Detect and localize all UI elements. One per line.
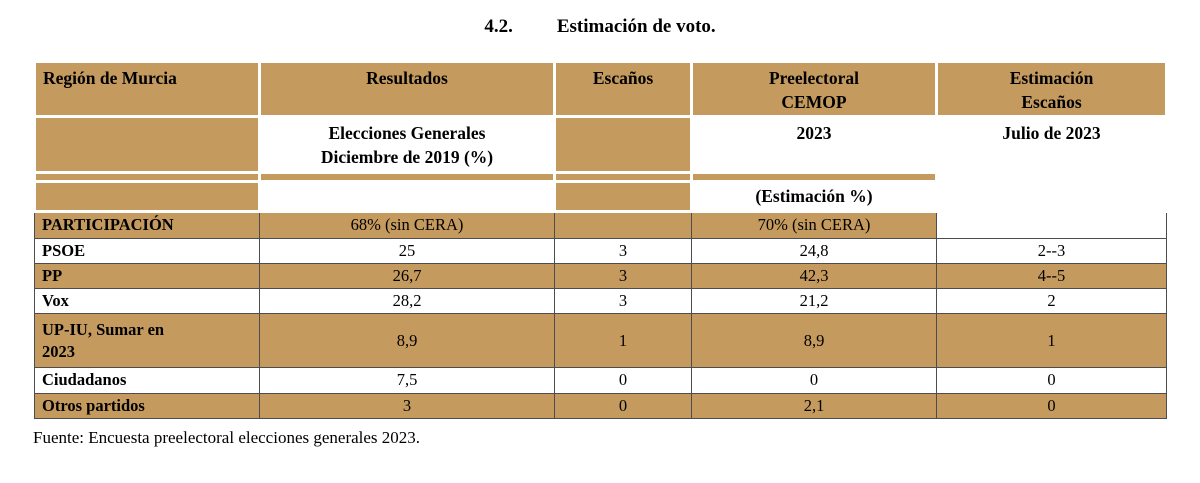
strip-cell: [258, 171, 556, 184]
party-label-cell: PP: [34, 262, 260, 290]
resultados-value-cell: 7,5: [259, 367, 555, 394]
resultados-value-cell: 28,2: [259, 288, 555, 315]
header-escanos-empty-cell: [553, 115, 693, 175]
estimacion-value-cell: 4--5: [936, 262, 1167, 290]
header-estimacion-escanos-cell: Estimación Escaños: [935, 59, 1168, 119]
strip-cell: [33, 171, 261, 184]
table-row: Vox 28,2 3 21,2 2: [34, 288, 1167, 315]
source-note: Fuente: Encuesta preelectoral elecciones…: [33, 427, 421, 447]
header-resultados-cell: Resultados: [258, 59, 556, 119]
estimacion-value-cell: [936, 211, 1167, 239]
escanos-value-cell: 0: [554, 392, 692, 419]
cemop-value-cell: 0: [691, 367, 937, 394]
resultados-value-cell: 8,9: [259, 313, 555, 369]
resultados-value-cell: 26,7: [259, 262, 555, 290]
header-region-empty-cell: [33, 115, 261, 175]
party-label-cell: Otros partidos: [34, 392, 260, 419]
subheader-julio-2023-cell: Julio de 2023: [935, 115, 1168, 214]
header-strip-row: [33, 171, 1167, 184]
party-label-cell: UP-IU, Sumar en 2023: [34, 313, 260, 369]
section-title-text: Estimación de voto.: [556, 16, 716, 37]
header-row-1: Región de Murcia Resultados Escaños Pree…: [33, 59, 1168, 119]
resultados-value-cell: 68% (sin CERA): [259, 211, 555, 239]
vote-estimation-table: Región de Murcia Resultados Escaños Pree…: [33, 59, 1168, 419]
cemop-value-cell: 8,9: [691, 313, 937, 369]
escanos-value-cell: 1: [554, 313, 692, 369]
subheader-2023-cell: 2023: [690, 115, 938, 175]
resultados-value-cell: 3: [259, 392, 555, 419]
header-preelectoral-cemop-cell: Preelectoral CEMOP: [690, 59, 938, 119]
header-escanos-cell: Escaños: [553, 59, 693, 119]
header-row-3: (Estimación %): [33, 180, 1167, 214]
cemop-value-cell: 24,8: [691, 237, 937, 264]
subheader-empty-white-cell: [258, 180, 556, 214]
table-body: PARTICIPACIÓN 68% (sin CERA) 70% (sin CE…: [34, 211, 1167, 419]
escanos-value-cell: [554, 211, 692, 239]
party-label-cell: PARTICIPACIÓN: [34, 211, 260, 239]
section-number: 4.2.: [484, 16, 513, 37]
escanos-value-cell: 3: [554, 237, 692, 264]
strip-cell: [690, 171, 938, 184]
table-row: PSOE 25 3 24,8 2--3: [34, 237, 1167, 264]
table-row: PP 26,7 3 42,3 4--5: [34, 262, 1167, 290]
party-label-cell: Vox: [34, 288, 260, 315]
table-row: Ciudadanos 7,5 0 0 0: [34, 367, 1167, 394]
strip-cell: [553, 171, 693, 184]
cemop-value-cell: 42,3: [691, 262, 937, 290]
estimacion-value-cell: 0: [936, 367, 1167, 394]
subheader-elecciones-generales-cell: Elecciones Generales Diciembre de 2019 (…: [258, 115, 556, 175]
header-escanos-empty-cell-2: [553, 180, 693, 214]
estimacion-value-cell: 2--3: [936, 237, 1167, 264]
header-row-2: Elecciones Generales Diciembre de 2019 (…: [33, 115, 1168, 214]
table-row: UP-IU, Sumar en 2023 8,9 1 8,9 1: [34, 313, 1167, 369]
estimacion-value-cell: 2: [936, 288, 1167, 315]
section-title: 4.2. Estimación de voto.: [33, 16, 1167, 38]
header-region-empty-cell-2: [33, 180, 261, 214]
table-row: Otros partidos 3 0 2,1 0: [34, 392, 1167, 419]
cemop-value-cell: 21,2: [691, 288, 937, 315]
subheader-estimacion-pct-cell: (Estimación %): [690, 180, 938, 214]
resultados-value-cell: 25: [259, 237, 555, 264]
table-row: PARTICIPACIÓN 68% (sin CERA) 70% (sin CE…: [34, 211, 1167, 239]
escanos-value-cell: 3: [554, 288, 692, 315]
cemop-value-cell: 2,1: [691, 392, 937, 419]
escanos-value-cell: 3: [554, 262, 692, 290]
cemop-value-cell: 70% (sin CERA): [691, 211, 937, 239]
document-page: 4.2. Estimación de voto. Región de Murci…: [33, 16, 1168, 447]
estimacion-value-cell: 1: [936, 313, 1167, 369]
party-label-cell: Ciudadanos: [34, 367, 260, 394]
estimacion-value-cell: 0: [936, 392, 1167, 419]
party-label-cell: PSOE: [34, 237, 260, 264]
header-region-cell: Región de Murcia: [33, 59, 261, 119]
escanos-value-cell: 0: [554, 367, 692, 394]
